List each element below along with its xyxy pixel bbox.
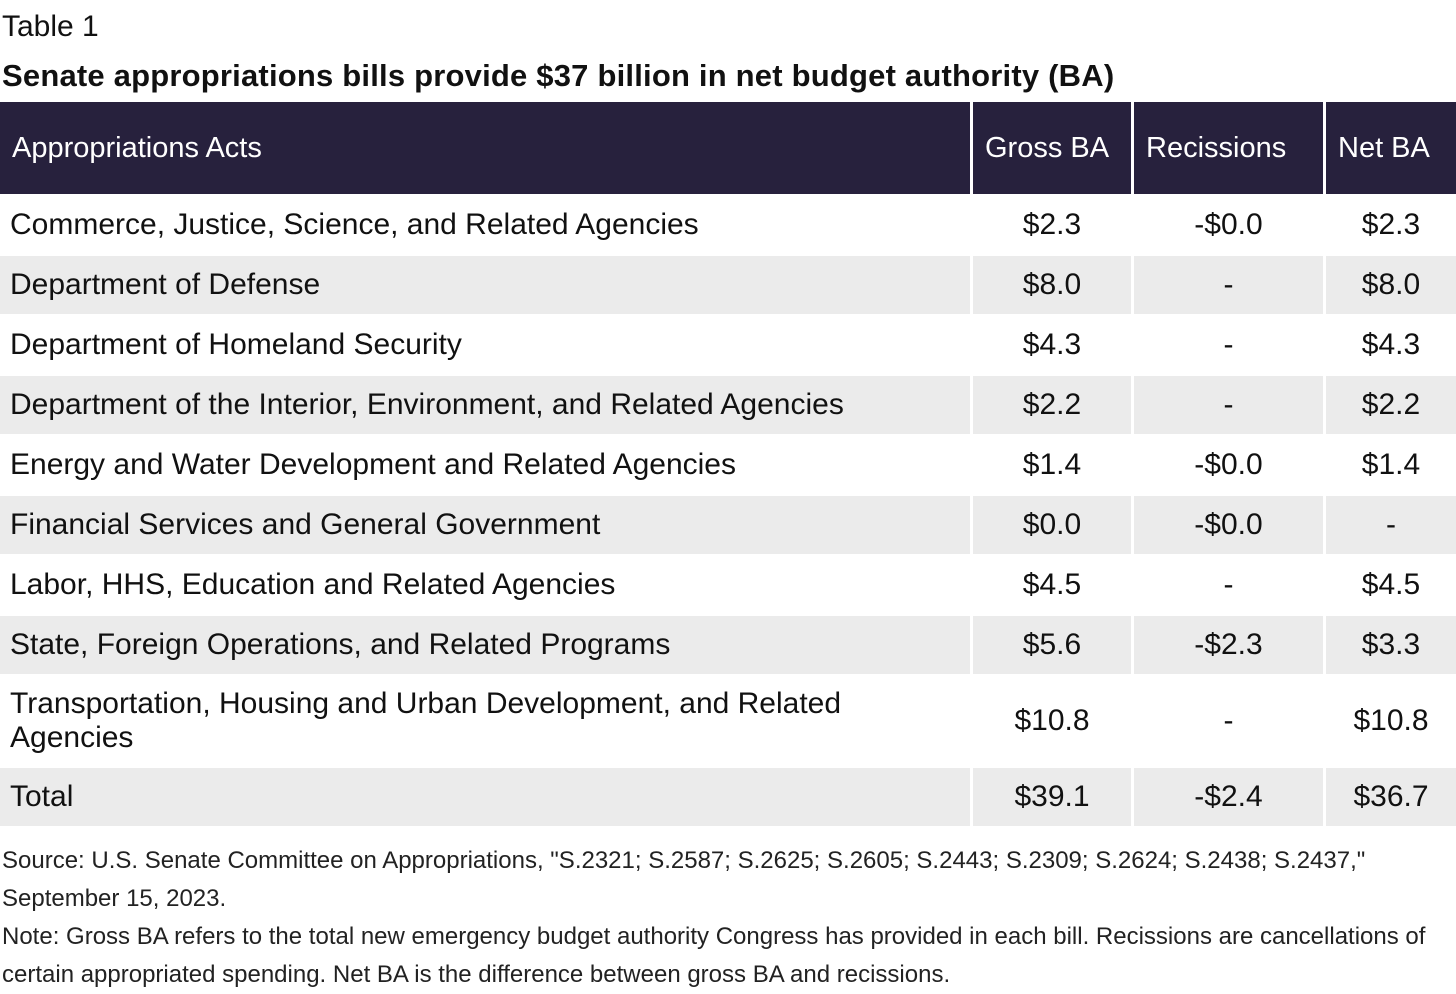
table-row: Labor, HHS, Education and Related Agenci… (0, 556, 1456, 614)
gross-ba-cell: $0.0 (973, 496, 1131, 554)
recissions-cell: -$0.0 (1194, 448, 1263, 481)
act-cell: Department of Homeland Security (10, 328, 462, 361)
gross-ba-cell: $2.2 (973, 376, 1131, 434)
recissions-cell: - (1223, 704, 1234, 737)
act-cell: Department of the Interior, Environment,… (0, 376, 970, 434)
act-cell: Commerce, Justice, Science, and Related … (10, 208, 699, 241)
recissions-cell: - (1223, 568, 1234, 601)
table-row: Energy and Water Development and Related… (0, 436, 1456, 494)
recissions-cell: -$2.4 (1134, 768, 1323, 826)
act-cell: Transportation, Housing and Urban Develo… (10, 687, 842, 754)
net-ba-cell: $36.7 (1326, 768, 1456, 826)
gross-ba-cell: $4.5 (1022, 568, 1082, 601)
header-net-ba: Net BA (1326, 102, 1456, 194)
gross-ba-cell: $1.4 (1022, 448, 1082, 481)
header-acts: Appropriations Acts (0, 102, 970, 194)
header-recissions: Recissions (1134, 102, 1323, 194)
gross-ba-cell: $4.3 (1022, 328, 1082, 361)
recissions-cell: - (1134, 376, 1323, 434)
table-row: Financial Services and General Governmen… (0, 496, 1456, 554)
recissions-cell: -$0.0 (1134, 496, 1323, 554)
act-cell: Total (0, 768, 970, 826)
act-cell: Financial Services and General Governmen… (0, 496, 970, 554)
table-row: Department of Defense $8.0- $8.0 (0, 256, 1456, 314)
definition-note: Note: Gross BA refers to the total new e… (2, 923, 1426, 988)
recissions-cell: -$0.0 (1194, 208, 1263, 241)
appropriations-table: Appropriations Acts Gross BA Recissions … (0, 100, 1456, 828)
table-row: Commerce, Justice, Science, and Related … (0, 196, 1456, 254)
act-cell: Energy and Water Development and Related… (10, 448, 736, 481)
net-ba-cell: $3.3 (1326, 616, 1456, 674)
table-row: Department of Homeland Security $4.3 - $4.3 (0, 316, 1456, 374)
recissions-cell: - (1134, 256, 1323, 314)
table-row: State, Foreign Operations, and Related P… (0, 616, 1456, 674)
act-cell: Labor, HHS, Education and Related Agenci… (10, 568, 616, 601)
act-cell: State, Foreign Operations, and Related P… (0, 616, 970, 674)
net-ba-cell: - (1326, 496, 1456, 554)
notes: Source: U.S. Senate Committee on Appropr… (2, 842, 1442, 994)
gross-ba-cell: $39.1 (973, 768, 1131, 826)
gross-ba-cell: $2.3 (1022, 208, 1082, 241)
source-note: Source: U.S. Senate Committee on Appropr… (2, 847, 1366, 912)
table-row: Transportation, Housing and Urban Develo… (0, 676, 1456, 766)
total-row: Total $39.1 -$2.4 $36.7 (0, 768, 1456, 826)
net-ba-cell: $10.8 (1353, 704, 1429, 737)
recissions-cell: -$2.3 (1134, 616, 1323, 674)
table-title: Senate appropriations bills provide $37 … (2, 58, 1115, 93)
gross-ba-cell: $10.8 (1014, 704, 1090, 737)
header-gross-ba: Gross BA (973, 102, 1131, 194)
net-ba-cell: $4.3 (1361, 328, 1421, 361)
gross-ba-cell: $5.6 (973, 616, 1131, 674)
table-label: Table 1 (2, 10, 99, 43)
header-row: Appropriations Acts Gross BA Recissions … (0, 102, 1456, 194)
net-ba-cell: $4.5 (1361, 568, 1421, 601)
gross-ba-cell: $8.0 (973, 256, 1131, 314)
recissions-cell: - (1223, 328, 1234, 361)
net-ba-cell: $8.0 (1326, 256, 1456, 314)
table-row: Department of the Interior, Environment,… (0, 376, 1456, 434)
net-ba-cell: $2.2 (1326, 376, 1456, 434)
act-cell: Department of Defense (0, 256, 970, 314)
net-ba-cell: $2.3 (1361, 208, 1421, 241)
net-ba-cell: $1.4 (1361, 448, 1421, 481)
